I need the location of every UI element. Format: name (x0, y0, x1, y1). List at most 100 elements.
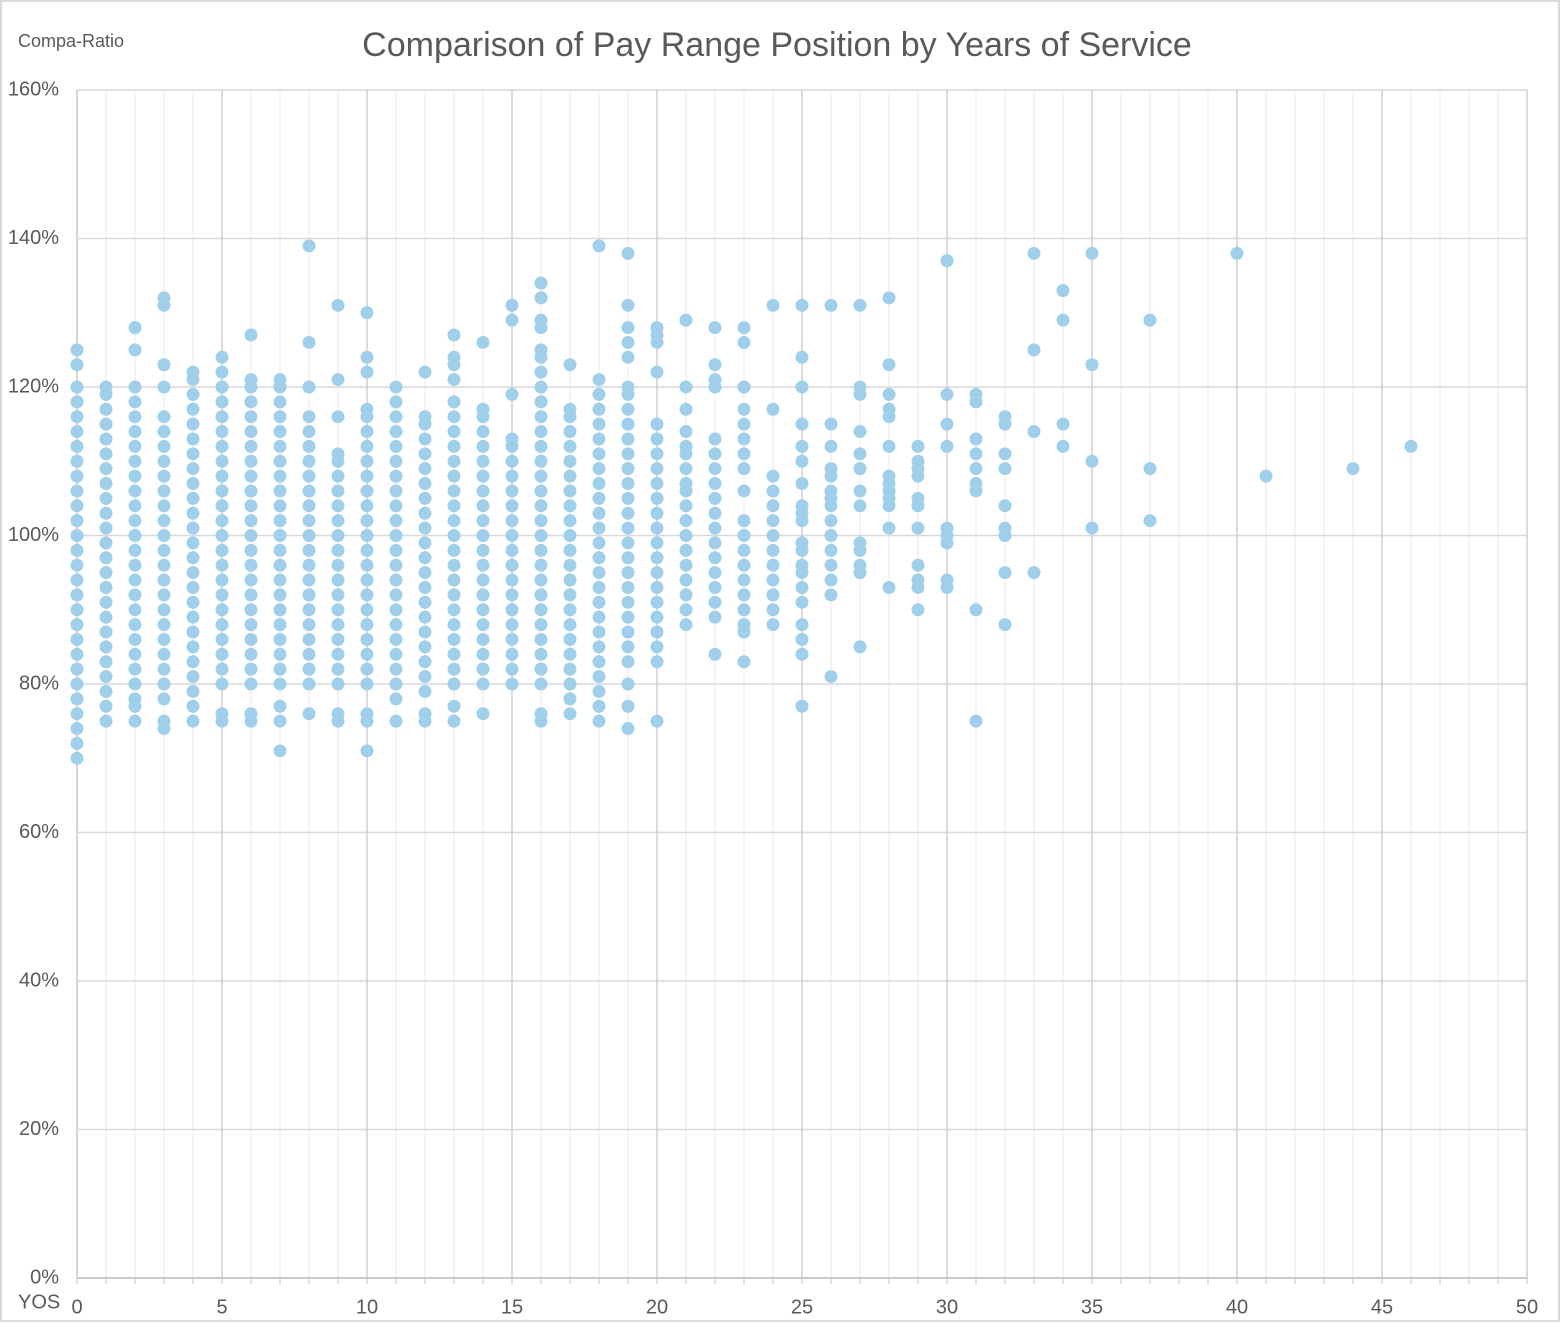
point (128, 714, 142, 728)
point (447, 529, 461, 542)
point (882, 402, 896, 416)
point (418, 410, 432, 424)
point (766, 603, 780, 617)
point (737, 514, 751, 528)
point (563, 514, 577, 528)
point (157, 454, 171, 468)
point (476, 677, 490, 691)
point (157, 425, 171, 439)
point (969, 462, 983, 476)
point (621, 432, 635, 446)
point (128, 380, 142, 394)
point (99, 477, 113, 491)
point (273, 647, 287, 661)
point (302, 647, 316, 661)
point (621, 655, 635, 669)
point (389, 425, 403, 439)
point (505, 618, 519, 632)
point (621, 298, 635, 312)
point (331, 469, 345, 483)
point (534, 603, 548, 617)
point (273, 469, 287, 483)
point (70, 454, 84, 468)
point (244, 677, 258, 691)
point (621, 402, 635, 416)
point (1085, 358, 1099, 372)
point (360, 603, 374, 617)
point (331, 447, 345, 461)
point (853, 447, 867, 461)
point (70, 692, 84, 706)
point (389, 573, 403, 587)
point (331, 603, 345, 617)
point (476, 439, 490, 453)
point (824, 514, 838, 528)
point (418, 655, 432, 669)
point (389, 692, 403, 706)
point (302, 469, 316, 483)
point (418, 365, 432, 379)
point (563, 558, 577, 572)
point (186, 536, 200, 550)
point (186, 402, 200, 416)
point (418, 432, 432, 446)
point (215, 603, 229, 617)
point (186, 566, 200, 580)
point (70, 358, 84, 372)
point (650, 580, 664, 594)
point (186, 462, 200, 476)
point (534, 558, 548, 572)
point (360, 454, 374, 468)
point (534, 313, 548, 327)
point (1085, 454, 1099, 468)
point (940, 521, 954, 535)
point (360, 662, 374, 676)
y-tick-label: 140% (8, 227, 59, 249)
point (505, 298, 519, 312)
point (737, 558, 751, 572)
point (476, 335, 490, 349)
point (244, 558, 258, 572)
point (534, 647, 548, 661)
point (650, 640, 664, 654)
point (766, 402, 780, 416)
point (882, 358, 896, 372)
point (563, 707, 577, 721)
point (128, 677, 142, 691)
point (215, 558, 229, 572)
point (70, 647, 84, 661)
point (911, 439, 925, 453)
point (824, 462, 838, 476)
point (563, 469, 577, 483)
point (244, 373, 258, 387)
point (186, 699, 200, 713)
point (824, 484, 838, 498)
point (621, 551, 635, 565)
point (824, 588, 838, 602)
point (418, 447, 432, 461)
point (273, 454, 287, 468)
point (650, 610, 664, 624)
point (1056, 439, 1070, 453)
point (621, 625, 635, 639)
point (447, 543, 461, 557)
point (708, 521, 722, 535)
point (418, 536, 432, 550)
point (708, 477, 722, 491)
point (389, 395, 403, 409)
point (273, 543, 287, 557)
point (737, 603, 751, 617)
point (563, 358, 577, 372)
point (186, 387, 200, 401)
x-axis-label: YOS (18, 1291, 60, 1313)
point (157, 632, 171, 646)
point (447, 514, 461, 528)
point (911, 573, 925, 587)
point (621, 610, 635, 624)
point (157, 573, 171, 587)
point (592, 521, 606, 535)
x-tick-label: 20 (646, 1296, 668, 1318)
point (505, 469, 519, 483)
point (679, 499, 693, 513)
